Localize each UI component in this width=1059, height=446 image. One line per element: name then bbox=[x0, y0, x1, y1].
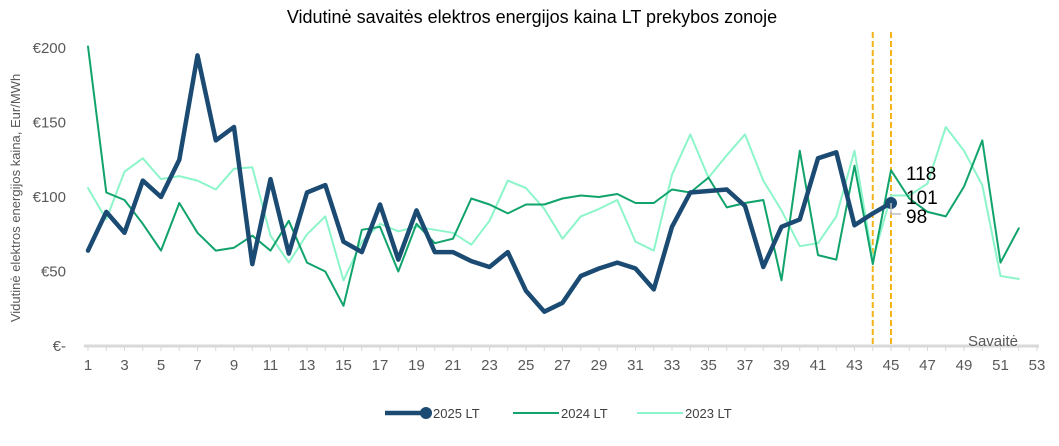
legend-label: 2025 LT bbox=[433, 406, 480, 421]
y-axis-label: Vidutinė elektros energijos kaina, Eur/M… bbox=[8, 74, 23, 322]
x-tick-label: 13 bbox=[299, 357, 316, 374]
latest-point-marker bbox=[885, 196, 897, 209]
x-tick-label: 37 bbox=[737, 357, 754, 374]
x-axis-label: Savaitė bbox=[968, 333, 1018, 350]
x-tick-label: 47 bbox=[919, 357, 936, 374]
x-tick-label: 3 bbox=[120, 357, 128, 374]
legend-item: 2023 LT bbox=[637, 406, 732, 421]
x-tick-label: 51 bbox=[992, 357, 1009, 374]
x-tick-label: 11 bbox=[263, 357, 279, 374]
y-tick-label: €100 bbox=[33, 189, 66, 206]
series-line-2023-lt bbox=[87, 126, 1020, 282]
annotation-label: 101 bbox=[906, 188, 938, 209]
x-tick-label: 1 bbox=[84, 357, 92, 374]
annotation-leader bbox=[890, 203, 901, 215]
x-tick-label: 19 bbox=[408, 357, 425, 374]
x-tick-label: 7 bbox=[193, 357, 201, 374]
x-tick-label: 29 bbox=[591, 357, 608, 374]
x-tick-label: 9 bbox=[230, 357, 238, 374]
x-tick-label: 5 bbox=[157, 357, 165, 374]
y-tick-label: €200 bbox=[33, 40, 66, 57]
x-tick-label: 39 bbox=[773, 357, 790, 374]
x-tick-label: 31 bbox=[627, 357, 644, 374]
x-tick-label: 15 bbox=[335, 357, 352, 374]
x-tick-label: 21 bbox=[445, 357, 462, 374]
x-tick-label: 25 bbox=[518, 357, 535, 374]
x-tick-label: 27 bbox=[554, 357, 571, 374]
legend-item: 2025 LT bbox=[385, 406, 480, 421]
series-lines bbox=[85, 45, 1020, 314]
legend-label: 2023 LT bbox=[685, 406, 732, 421]
x-tick-label: 23 bbox=[481, 357, 498, 374]
y-tick-label: €- bbox=[53, 338, 66, 355]
x-tick-label: 41 bbox=[810, 357, 827, 374]
legend-label: 2024 LT bbox=[561, 406, 608, 421]
legend-item: 2024 LT bbox=[513, 406, 608, 421]
current-week-markers bbox=[871, 32, 892, 346]
x-tick-label: 43 bbox=[846, 357, 863, 374]
legend: 2025 LT 2024 LT 2023 LT bbox=[385, 406, 732, 421]
series-line-2024-lt bbox=[87, 45, 1020, 307]
x-tick-label: 53 bbox=[1029, 357, 1046, 374]
x-tick-label: 35 bbox=[700, 357, 717, 374]
x-tick-label: 49 bbox=[956, 357, 973, 374]
y-axis-ticks: €- €50 €100 €150 €200 bbox=[33, 40, 66, 355]
series-line-2025-lt bbox=[85, 53, 894, 314]
y-tick-label: €150 bbox=[33, 115, 66, 132]
legend-marker bbox=[420, 407, 432, 419]
annotation-label: 118 bbox=[906, 164, 936, 185]
annotation-label: 98 bbox=[906, 207, 927, 228]
x-tick-label: 33 bbox=[664, 357, 681, 374]
x-tick-label: 45 bbox=[883, 357, 900, 374]
chart-title: Vidutinė savaitės elektros energijos kai… bbox=[287, 7, 777, 27]
y-tick-label: €50 bbox=[41, 264, 66, 281]
x-tick-label: 17 bbox=[372, 357, 389, 374]
x-axis: 1 3 5 7 9 11 13 15 17 19 21 23 25 27 29 31 33 35 37 39 41 43 4… bbox=[84, 344, 1046, 374]
